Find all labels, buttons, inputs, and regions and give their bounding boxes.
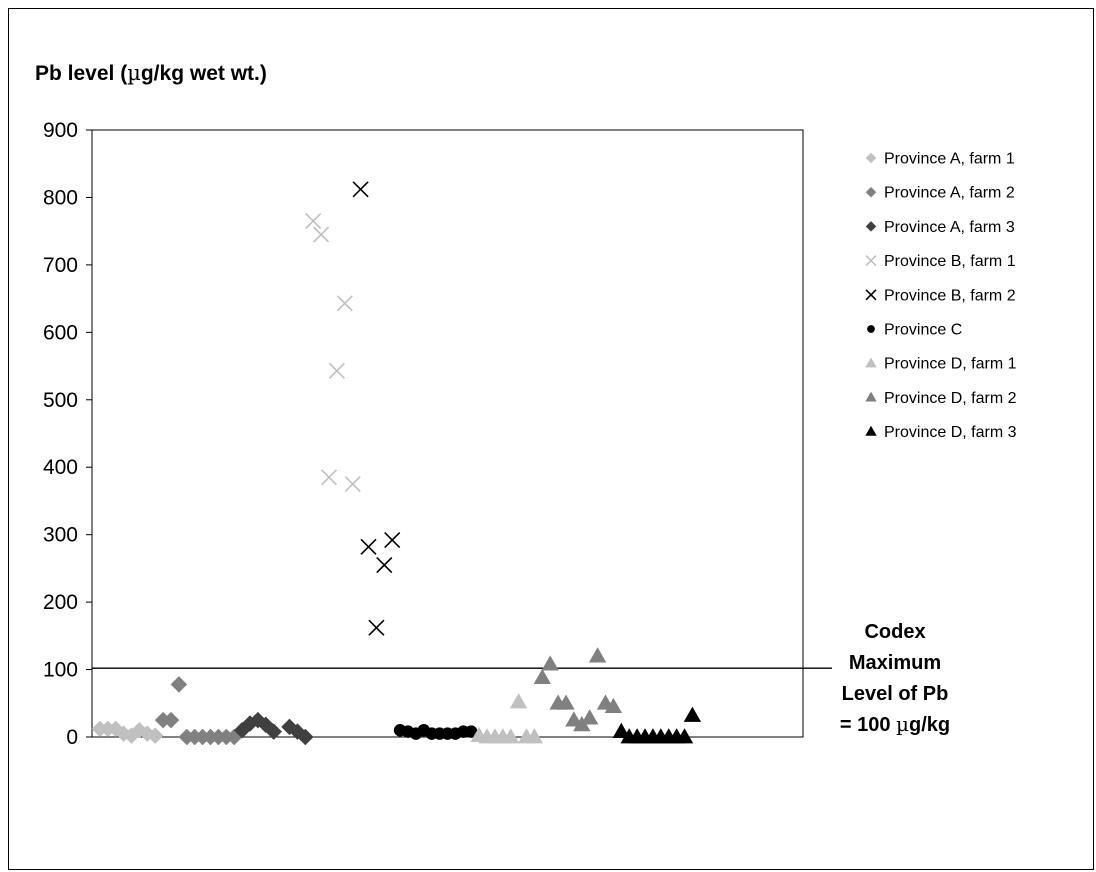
data-point (541, 655, 559, 671)
data-point (336, 295, 353, 312)
legend-marker (865, 357, 877, 368)
data-point (525, 728, 544, 744)
data-point (170, 676, 188, 693)
codex-annotation: Codex Maximum Level of Pb = 100 µg/kg (840, 621, 950, 736)
legend-label: Province D, farm 2 (884, 390, 1017, 407)
plot-area (91, 129, 804, 738)
data-point (320, 469, 338, 486)
data-point (352, 181, 369, 198)
legend-label: Province B, farm 2 (884, 287, 1016, 304)
legend-label: Province D, farm 3 (884, 424, 1017, 441)
data-point (565, 711, 583, 727)
data-point (146, 727, 164, 745)
y-tick-label: 800 (43, 186, 78, 209)
annotation-line-3: Level of Pb (842, 683, 949, 705)
y-tick-label: 0 (66, 726, 78, 749)
data-point (344, 476, 361, 493)
y-tick-label: 200 (43, 591, 78, 614)
legend-label: Province C (884, 322, 962, 339)
data-point (265, 723, 283, 740)
legend-label: Province D, farm 1 (884, 356, 1017, 373)
y-tick-label: 700 (43, 254, 78, 277)
legend: Province A, farm 1 Province A, farm 2 Prov… (865, 151, 1017, 441)
data-point (557, 694, 575, 710)
data-point (675, 728, 694, 744)
legend-marker (865, 425, 877, 436)
legend-marker (865, 391, 877, 402)
legend-label: Province B, farm 1 (884, 253, 1016, 270)
y-tick-label: 300 (43, 524, 78, 547)
y-tick-label: 100 (43, 659, 78, 682)
chart-title: Pb level (µg/kg wet wt.) (35, 61, 267, 85)
data-point (376, 556, 393, 574)
data-point (360, 538, 377, 555)
annotation-line-4: = 100 µg/kg (840, 712, 950, 736)
data-point (313, 226, 330, 243)
legend-marker (865, 152, 877, 164)
y-axis: 900 800 700 600 500 400 300 200 100 0 (43, 119, 92, 749)
data-point (509, 693, 528, 709)
annotation-line-2: Maximum (849, 652, 941, 674)
data-points (91, 181, 702, 746)
legend-label: Province A, farm 1 (884, 151, 1015, 168)
data-point (533, 668, 551, 685)
annotation-line-1: Codex (864, 621, 925, 643)
data-point (502, 728, 520, 744)
legend-label: Province A, farm 2 (884, 185, 1015, 202)
legend-marker (865, 289, 877, 301)
legend-marker (865, 186, 877, 198)
legend-label: Province A, farm 3 (884, 219, 1015, 236)
y-tick-label: 400 (43, 456, 78, 479)
y-tick-label: 900 (43, 119, 78, 142)
data-point (305, 212, 322, 230)
data-point (384, 531, 401, 549)
data-point (296, 728, 314, 746)
legend-marker (867, 325, 875, 333)
data-point (604, 697, 623, 714)
data-point (581, 709, 599, 725)
data-point (368, 619, 385, 636)
data-point (328, 362, 345, 379)
legend-marker (865, 221, 877, 232)
data-point (162, 711, 180, 729)
data-point (588, 647, 607, 663)
legend-marker (865, 255, 877, 267)
data-point (464, 725, 478, 738)
y-tick-label: 500 (43, 389, 78, 412)
data-point (683, 706, 702, 722)
y-tick-label: 600 (43, 321, 78, 344)
data-point (612, 722, 630, 739)
